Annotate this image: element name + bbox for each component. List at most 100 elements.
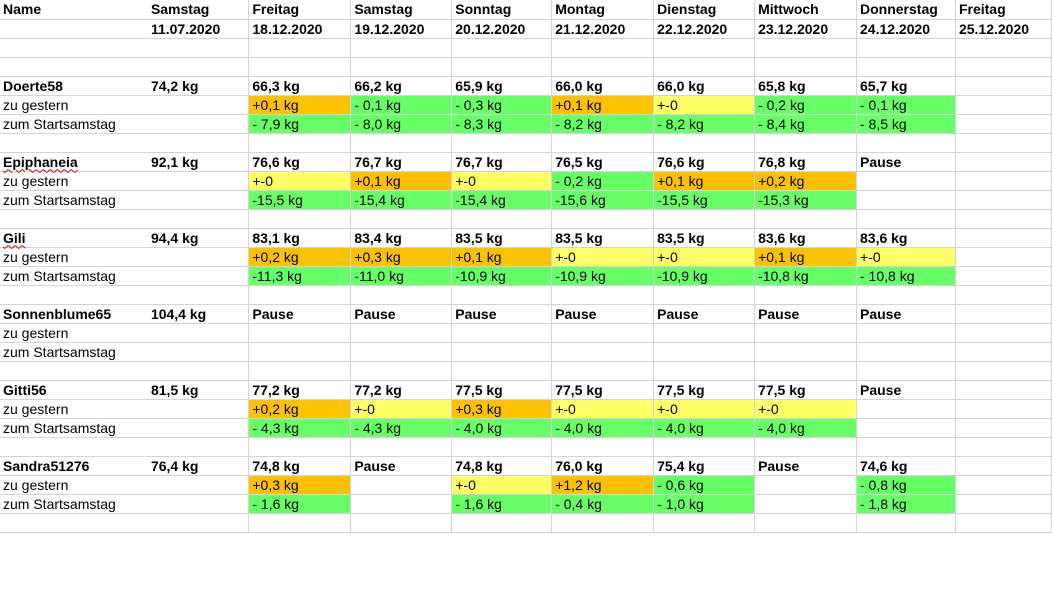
empty-cell[interactable] <box>955 209 1052 229</box>
daily-diff-cell[interactable]: +0,3 kg <box>350 247 453 267</box>
empty-cell[interactable] <box>856 285 956 305</box>
empty-cell[interactable] <box>653 209 756 229</box>
row-label-cell[interactable]: zu gestern <box>0 95 148 115</box>
weight-cell[interactable]: 65,9 kg <box>451 76 553 96</box>
weight-cell[interactable]: 83,5 kg <box>451 228 553 248</box>
empty-cell[interactable] <box>856 513 956 533</box>
weight-cell[interactable]: 83,4 kg <box>350 228 453 248</box>
weight-cell[interactable] <box>955 304 1052 324</box>
weight-cell[interactable]: 66,2 kg <box>350 76 453 96</box>
header-date-cell[interactable]: 25.12.2020 <box>955 19 1052 39</box>
weight-cell[interactable]: 74,6 kg <box>856 456 956 476</box>
total-diff-cell[interactable] <box>754 342 857 362</box>
total-diff-cell[interactable] <box>551 342 655 362</box>
total-diff-cell[interactable] <box>350 494 453 514</box>
empty-cell[interactable] <box>147 133 250 153</box>
daily-diff-cell[interactable] <box>754 475 857 495</box>
empty-cell[interactable] <box>754 361 857 381</box>
weight-cell[interactable]: 83,1 kg <box>248 228 352 248</box>
empty-cell[interactable] <box>551 285 655 305</box>
empty-cell[interactable] <box>653 437 756 457</box>
weight-cell[interactable]: 94,4 kg <box>147 228 250 248</box>
header-cell[interactable]: Mittwoch <box>754 0 857 20</box>
weight-cell[interactable]: 76,6 kg <box>248 152 352 172</box>
total-diff-cell[interactable]: - 8,5 kg <box>856 114 956 134</box>
total-diff-cell[interactable] <box>955 266 1052 286</box>
row-label-cell[interactable]: zum Startsamstag <box>0 266 148 286</box>
weight-cell[interactable]: 81,5 kg <box>147 380 250 400</box>
empty-cell[interactable] <box>0 361 148 381</box>
weight-cell[interactable]: 77,2 kg <box>350 380 453 400</box>
total-diff-cell[interactable] <box>248 342 352 362</box>
weight-cell[interactable]: 76,4 kg <box>147 456 250 476</box>
total-diff-cell[interactable] <box>856 418 956 438</box>
header-date-cell[interactable]: 18.12.2020 <box>248 19 352 39</box>
total-diff-cell[interactable] <box>955 190 1052 210</box>
empty-cell[interactable] <box>248 57 352 77</box>
daily-diff-cell[interactable] <box>147 95 250 115</box>
empty-cell[interactable] <box>551 133 655 153</box>
weight-cell[interactable]: 77,5 kg <box>551 380 655 400</box>
empty-cell[interactable] <box>955 437 1052 457</box>
weight-cell[interactable]: 66,0 kg <box>551 76 655 96</box>
daily-diff-cell[interactable] <box>856 399 956 419</box>
daily-diff-cell[interactable] <box>350 475 453 495</box>
empty-cell[interactable] <box>0 513 148 533</box>
header-cell[interactable]: Freitag <box>955 0 1052 20</box>
daily-diff-cell[interactable] <box>147 475 250 495</box>
empty-cell[interactable] <box>147 57 250 77</box>
empty-cell[interactable] <box>754 57 857 77</box>
empty-cell[interactable] <box>653 513 756 533</box>
daily-diff-cell[interactable]: - 0,8 kg <box>856 475 956 495</box>
total-diff-cell[interactable]: - 8,3 kg <box>451 114 553 134</box>
daily-diff-cell[interactable]: +1,2 kg <box>551 475 655 495</box>
empty-cell[interactable] <box>147 513 250 533</box>
row-label-cell[interactable]: zum Startsamstag <box>0 342 148 362</box>
row-label-cell[interactable]: zu gestern <box>0 323 148 343</box>
total-diff-cell[interactable]: -15,5 kg <box>653 190 756 210</box>
row-label-cell[interactable]: zum Startsamstag <box>0 190 148 210</box>
total-diff-cell[interactable] <box>856 190 956 210</box>
daily-diff-cell[interactable]: +-0 <box>856 247 956 267</box>
header-cell[interactable]: Name <box>0 0 148 20</box>
empty-cell[interactable] <box>955 361 1052 381</box>
daily-diff-cell[interactable]: +0,2 kg <box>248 247 352 267</box>
empty-cell[interactable] <box>350 57 453 77</box>
empty-cell[interactable] <box>147 361 250 381</box>
daily-diff-cell[interactable]: +0,2 kg <box>248 399 352 419</box>
weight-cell[interactable]: 75,4 kg <box>653 456 756 476</box>
empty-cell[interactable] <box>0 38 148 58</box>
daily-diff-cell[interactable]: - 0,6 kg <box>653 475 756 495</box>
daily-diff-cell[interactable]: +0,3 kg <box>451 399 553 419</box>
total-diff-cell[interactable] <box>856 342 956 362</box>
person-name-cell[interactable]: Epiphaneia <box>0 152 148 172</box>
row-label-cell[interactable]: zu gestern <box>0 475 148 495</box>
total-diff-cell[interactable]: - 4,0 kg <box>754 418 857 438</box>
row-label-cell[interactable]: zu gestern <box>0 247 148 267</box>
empty-cell[interactable] <box>955 133 1052 153</box>
header-cell[interactable]: Donnerstag <box>856 0 956 20</box>
daily-diff-cell[interactable] <box>551 323 655 343</box>
empty-cell[interactable] <box>955 513 1052 533</box>
total-diff-cell[interactable]: -15,6 kg <box>551 190 655 210</box>
weight-cell[interactable] <box>955 152 1052 172</box>
weight-cell[interactable]: 77,2 kg <box>248 380 352 400</box>
daily-diff-cell[interactable] <box>147 171 250 191</box>
weight-cell[interactable] <box>955 228 1052 248</box>
total-diff-cell[interactable] <box>955 342 1052 362</box>
weight-cell[interactable]: Pause <box>350 456 453 476</box>
empty-cell[interactable] <box>0 57 148 77</box>
weight-cell[interactable]: 92,1 kg <box>147 152 250 172</box>
weight-cell[interactable]: Pause <box>451 304 553 324</box>
total-diff-cell[interactable]: - 0,4 kg <box>551 494 655 514</box>
total-diff-cell[interactable]: - 7,9 kg <box>248 114 352 134</box>
empty-cell[interactable] <box>856 133 956 153</box>
empty-cell[interactable] <box>451 513 553 533</box>
row-label-cell[interactable]: zu gestern <box>0 399 148 419</box>
weight-cell[interactable]: 76,7 kg <box>451 152 553 172</box>
empty-cell[interactable] <box>147 38 250 58</box>
total-diff-cell[interactable]: -15,3 kg <box>754 190 857 210</box>
daily-diff-cell[interactable]: - 0,2 kg <box>754 95 857 115</box>
total-diff-cell[interactable] <box>955 494 1052 514</box>
daily-diff-cell[interactable] <box>955 323 1052 343</box>
